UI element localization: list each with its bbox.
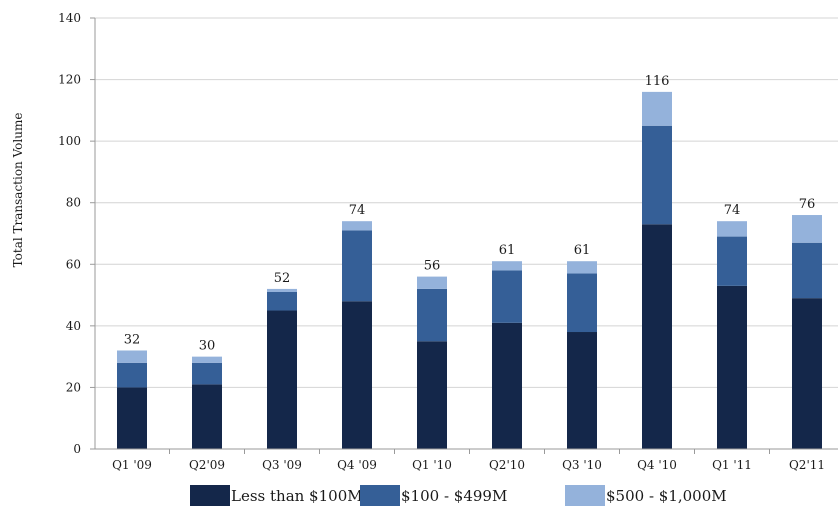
y-tick-label: 0 (73, 442, 81, 456)
legend-swatch-3 (565, 485, 605, 506)
bar-segment-2 (342, 230, 372, 302)
bar-segment-3 (417, 276, 447, 289)
x-tick-label: Q3 '09 (262, 458, 302, 472)
x-tick-label: Q4 '10 (637, 458, 677, 472)
y-tick-label: 100 (58, 134, 81, 148)
legend: Less than $100M $100 - $499M $500 - $1,000… (190, 485, 727, 506)
total-label: 76 (799, 197, 816, 212)
x-tick-label: Q2'10 (489, 458, 525, 472)
x-tick-label: Q2'11 (789, 458, 825, 472)
bar-segment-1 (492, 322, 522, 449)
total-labels: 32 30 52 74 56 61 61 116 74 76 (124, 74, 816, 354)
total-label: 74 (349, 203, 366, 218)
bar-segment-2 (492, 270, 522, 323)
bar-segment-3 (792, 215, 822, 243)
x-tick-label: Q1 '09 (112, 458, 152, 472)
legend-swatch-2 (360, 485, 400, 506)
y-axis-label: Total Transaction Volume (11, 113, 25, 268)
total-label: 74 (724, 203, 741, 218)
y-tick-label: 140 (58, 11, 81, 25)
bar-segment-3 (642, 91, 672, 126)
total-label: 116 (645, 74, 670, 89)
bar-segment-2 (567, 273, 597, 333)
x-tick-label: Q3 '10 (562, 458, 602, 472)
bar-segment-2 (642, 125, 672, 225)
total-label: 61 (499, 243, 516, 258)
bar-segment-3 (492, 261, 522, 271)
bar-segment-2 (417, 288, 447, 342)
total-label: 30 (199, 339, 216, 354)
bar-segment-3 (117, 350, 147, 363)
bar-segment-1 (642, 224, 672, 449)
bars (117, 91, 822, 449)
x-tick-label: Q2'09 (189, 458, 225, 472)
gridlines (95, 17, 838, 388)
bar-segment-1 (192, 384, 222, 449)
total-label: 61 (574, 243, 591, 258)
bar-segment-1 (342, 301, 372, 449)
bar-segment-1 (117, 387, 147, 449)
x-tick-label: Q1 '10 (412, 458, 452, 472)
bar-segment-2 (717, 236, 747, 286)
bar-segment-1 (267, 310, 297, 449)
bar-segment-1 (717, 285, 747, 449)
bar-segment-1 (792, 298, 822, 449)
total-label: 32 (124, 332, 141, 347)
y-tick-label: 20 (66, 380, 81, 394)
bar-segment-3 (717, 221, 747, 237)
bar-segment-3 (567, 261, 597, 274)
x-axis-ticks: Q1 '09 Q2'09 Q3 '09 Q4 '09 Q1 '10 Q2'10 Q3 '10… (112, 449, 825, 472)
bar-segment-2 (192, 362, 222, 385)
legend-swatch-1 (190, 485, 230, 506)
y-tick-label: 40 (66, 319, 81, 333)
bar-segment-2 (792, 242, 822, 299)
y-tick-label: 80 (66, 196, 81, 210)
bar-segment-1 (417, 341, 447, 449)
legend-label-3: $500 - $1,000M (606, 487, 727, 505)
total-label: 52 (274, 271, 291, 286)
bar-segment-3 (267, 288, 297, 292)
bar-segment-3 (192, 356, 222, 363)
x-tick-label: Q1 '11 (712, 458, 752, 472)
legend-label-2: $100 - $499M (401, 487, 507, 505)
x-tick-label: Q4 '09 (337, 458, 377, 472)
bar-segment-1 (567, 332, 597, 449)
total-label: 56 (424, 259, 441, 274)
y-axis-ticks: 0 20 40 60 80 100 120 140 (58, 11, 95, 456)
y-tick-label: 60 (66, 257, 81, 271)
y-tick-label: 120 (58, 73, 81, 87)
legend-label-1: Less than $100M (231, 487, 363, 505)
bar-segment-3 (342, 221, 372, 231)
bar-segment-2 (267, 291, 297, 311)
bar-segment-2 (117, 362, 147, 388)
